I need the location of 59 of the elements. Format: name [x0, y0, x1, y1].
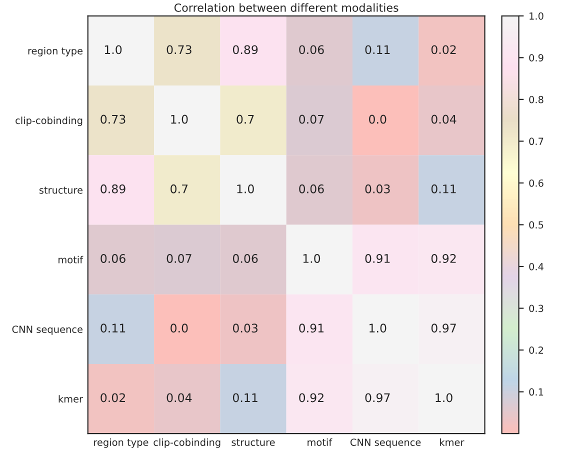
- data-label: 0.97: [431, 324, 456, 333]
- data-label: 0.7: [170, 184, 188, 194]
- x-tick-label: CNN sequence: [350, 438, 421, 448]
- data-label: 0.11: [431, 184, 456, 194]
- color-bar-label: 0.8: [529, 96, 544, 104]
- data-label: 0.11: [232, 393, 258, 402]
- data-label: 1.0: [370, 324, 386, 333]
- data-label: 1.0: [104, 45, 122, 54]
- data-label: 1.0: [303, 254, 320, 263]
- data-label: 0.0: [170, 324, 188, 333]
- y-tick-label: CNN sequence: [12, 326, 83, 335]
- data-label: 0.7: [236, 114, 254, 124]
- data-label: 0.92: [299, 393, 324, 402]
- color-bar-label: 0.2: [529, 346, 544, 354]
- data-label: 0.73: [166, 45, 192, 54]
- data-label: 0.91: [365, 254, 390, 263]
- y-tick-label: kmer: [58, 395, 84, 403]
- x-tick-label: kmer: [440, 438, 464, 446]
- color-bar-label: 0.1: [529, 388, 544, 396]
- data-label: 1.0: [171, 114, 188, 124]
- data-label: 0.07: [299, 114, 324, 124]
- y-tick-label: structure: [39, 186, 83, 194]
- color-bar-label: 0.9: [529, 54, 544, 62]
- x-tick-label: structure: [232, 438, 275, 446]
- data-label: 0.03: [232, 324, 258, 333]
- data-label: 0.91: [299, 324, 324, 333]
- data-label: 0.11: [365, 45, 390, 54]
- color-bar-label: 0.6: [529, 179, 544, 187]
- y-tick-label: region type: [28, 47, 83, 56]
- data-label: 0.06: [232, 254, 258, 263]
- chart-title: Correlation between different modalities: [174, 3, 398, 12]
- data-label: 0.06: [299, 184, 324, 194]
- data-label: 0.11: [100, 324, 126, 333]
- x-tick-label: clip-cobinding: [154, 438, 220, 448]
- data-label: 0.0: [369, 114, 386, 124]
- color-bar-label: 0.5: [529, 221, 544, 229]
- data-label: 1.0: [237, 184, 254, 194]
- data-label: 0.02: [431, 45, 456, 54]
- y-tick-label: clip-cobinding: [16, 116, 82, 126]
- data-label: 0.73: [100, 114, 126, 124]
- data-label: 0.06: [100, 254, 126, 263]
- x-tick-label: motif: [308, 438, 332, 446]
- data-label: 0.04: [431, 114, 456, 124]
- x-tick-label: region type: [94, 438, 148, 448]
- data-label: 0.03: [365, 184, 390, 194]
- data-label: 0.89: [232, 45, 258, 54]
- y-tick-label: motif: [58, 256, 84, 264]
- color-bar-label: 0.4: [529, 262, 544, 270]
- color-bar-label: 0.7: [529, 138, 544, 146]
- data-label: 0.92: [431, 254, 456, 263]
- data-label: 0.06: [299, 45, 324, 54]
- data-label: 0.07: [166, 254, 192, 263]
- color-bar-label: 0.3: [529, 304, 544, 312]
- data-label: 1.0: [436, 393, 452, 402]
- color-bar-label: 1.0: [530, 12, 544, 20]
- data-label: 0.89: [100, 184, 126, 194]
- data-label: 0.97: [365, 393, 390, 402]
- data-label: 0.04: [166, 393, 192, 402]
- data-label: 0.02: [100, 393, 125, 402]
